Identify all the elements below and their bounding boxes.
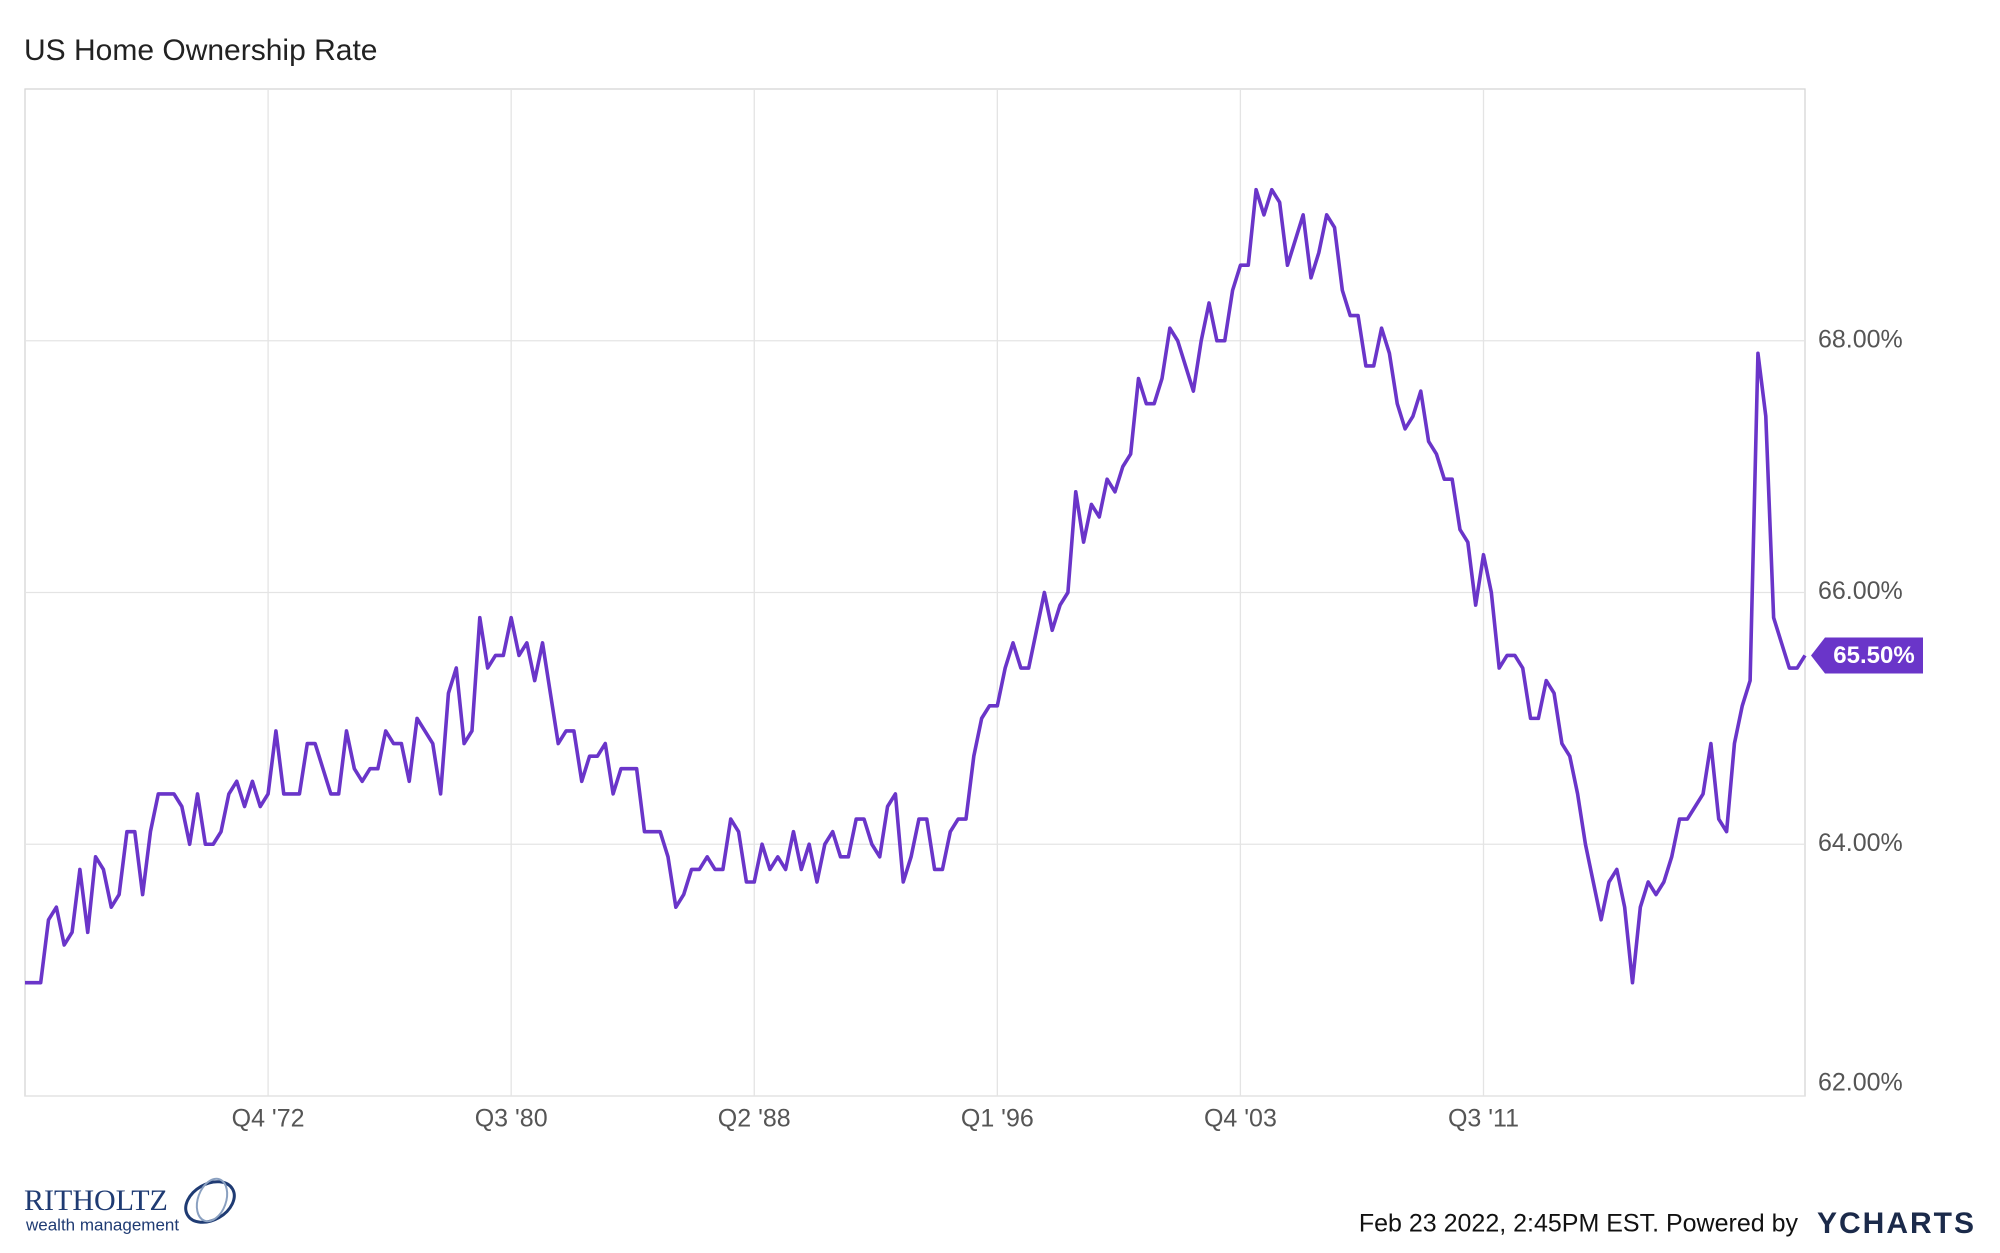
data-line bbox=[25, 187, 1807, 985]
logo-swirl bbox=[184, 1180, 236, 1224]
y-tick-label: 64.00% bbox=[1818, 829, 1903, 857]
footer-brand: YCHARTS bbox=[1817, 1207, 1976, 1240]
footer-timestamp: Feb 23 2022, 2:45PM EST. Powered by bbox=[1359, 1210, 1799, 1238]
logo-name: RITHOLTZ bbox=[24, 1184, 168, 1217]
logo-tagline: wealth management bbox=[25, 1215, 179, 1234]
y-tick-label: 66.00% bbox=[1818, 577, 1903, 605]
x-tick-label: Q4 '72 bbox=[232, 1105, 305, 1133]
x-tick-label: Q3 '80 bbox=[475, 1105, 548, 1133]
logo: RITHOLTZ wealth management bbox=[24, 1177, 236, 1234]
x-tick-label: Q3 '11 bbox=[1448, 1105, 1519, 1133]
y-tick-label: 62.00% bbox=[1818, 1069, 1903, 1097]
last-value-label: 65.50% bbox=[1833, 642, 1914, 669]
x-tick-label: Q1 '96 bbox=[961, 1105, 1034, 1133]
x-tick-label: Q4 '03 bbox=[1204, 1105, 1277, 1133]
x-tick-label: Q2 '88 bbox=[718, 1105, 791, 1133]
logo-swirl bbox=[195, 1177, 229, 1223]
chart-title: US Home Ownership Rate bbox=[24, 34, 377, 67]
y-tick-label: 68.00% bbox=[1818, 325, 1903, 353]
last-value-badge bbox=[1811, 637, 1923, 674]
